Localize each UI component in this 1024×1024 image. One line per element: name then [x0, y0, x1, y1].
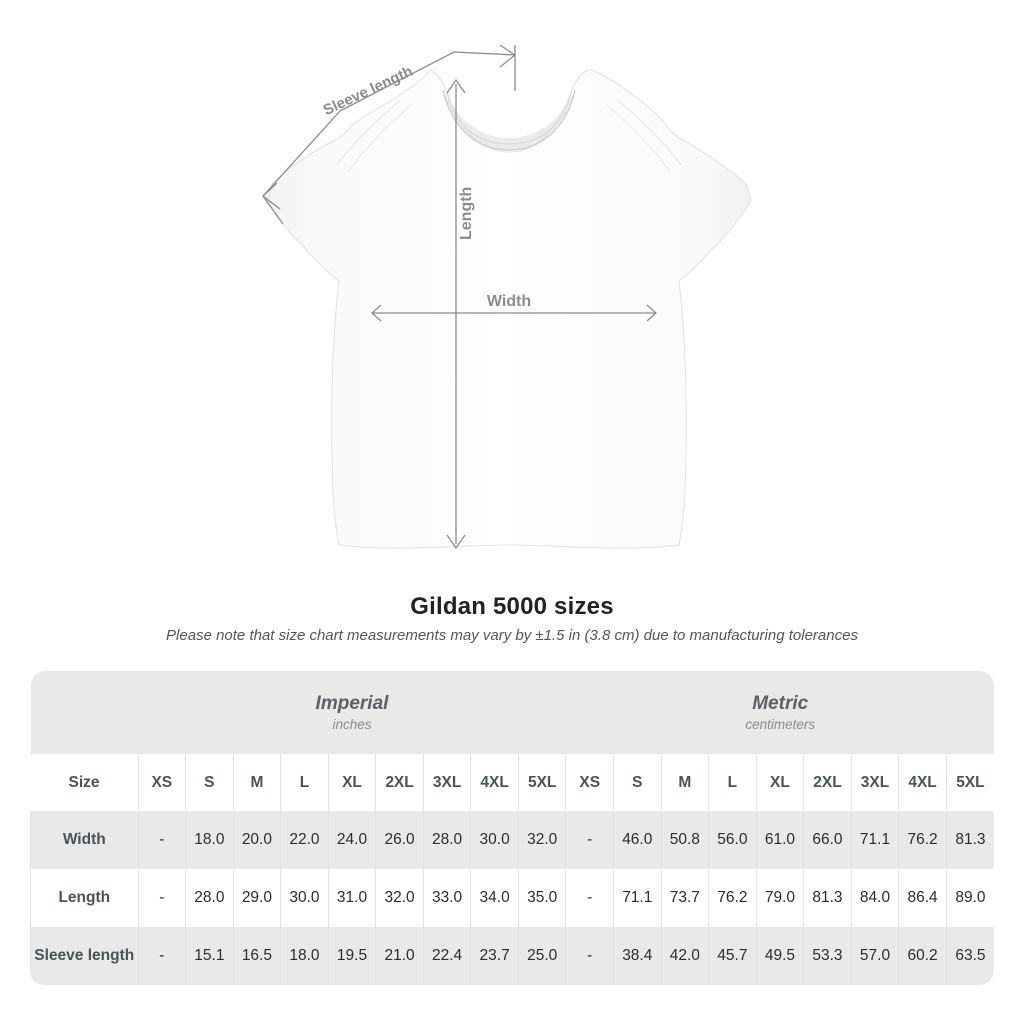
- svg-text:Length: Length: [458, 187, 475, 240]
- svg-text:Width: Width: [487, 293, 531, 310]
